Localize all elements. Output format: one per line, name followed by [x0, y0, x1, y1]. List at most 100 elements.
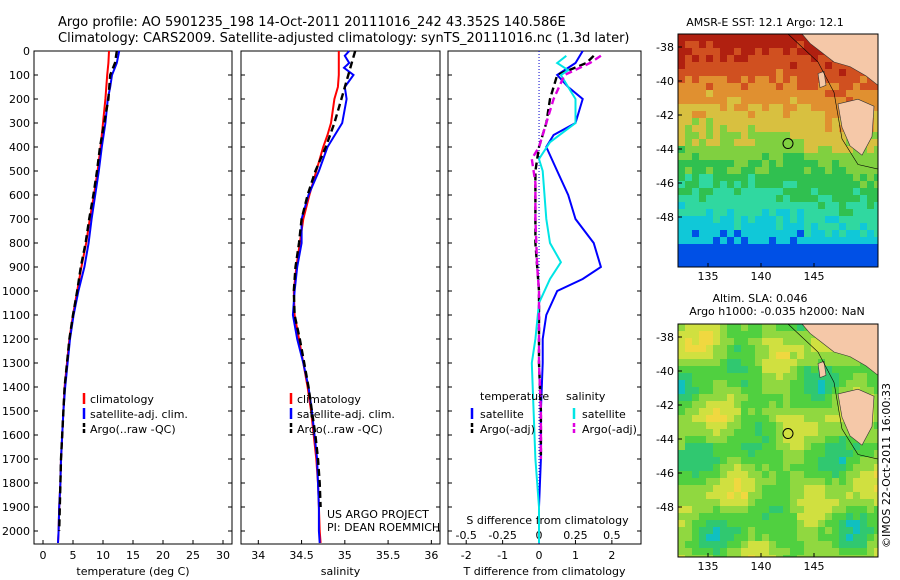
map-cell [713, 345, 720, 352]
map-cell [776, 104, 783, 111]
map-cell [706, 492, 713, 499]
map-cell [874, 387, 878, 394]
map-cell [755, 216, 762, 223]
map-cell [867, 485, 874, 492]
map-cell [769, 331, 776, 338]
map-cell [734, 366, 741, 373]
map-cell [818, 520, 825, 527]
map-cell [832, 548, 839, 555]
map-cell [713, 209, 720, 216]
map-cell [790, 352, 797, 359]
map-cell [678, 338, 685, 345]
map-cell [755, 387, 762, 394]
map-cell [748, 265, 755, 267]
map-cell [797, 373, 804, 380]
y-tick-label: 400 [9, 141, 30, 154]
map-cell [874, 244, 878, 251]
map-cell [685, 251, 692, 258]
map-cell [797, 188, 804, 195]
map-cell [818, 471, 825, 478]
map-cell [797, 324, 804, 331]
map-cell [720, 492, 727, 499]
map-cell [727, 394, 734, 401]
map-cell [713, 324, 720, 331]
map-cell [783, 34, 790, 41]
map-cell [783, 534, 790, 541]
map-cell [790, 125, 797, 132]
map-cell [706, 174, 713, 181]
map-cell [769, 251, 776, 258]
map-cell [769, 387, 776, 394]
map-cell [811, 338, 818, 345]
map-cell [804, 55, 811, 62]
map-cell [692, 237, 699, 244]
map-cell [839, 464, 846, 471]
map-cell [685, 104, 692, 111]
map-cell [741, 118, 748, 125]
map-cell [734, 415, 741, 422]
x-axis-label: temperature (deg C) [76, 565, 189, 578]
map-cell [727, 534, 734, 541]
map-cell [818, 90, 825, 97]
map-cell [790, 76, 797, 83]
map-cell [748, 167, 755, 174]
map-cell [832, 450, 839, 457]
map-cell [713, 83, 720, 90]
map-cell [832, 408, 839, 415]
map-cell [699, 534, 706, 541]
map-cell [804, 216, 811, 223]
map-cell [762, 167, 769, 174]
map-cell [818, 237, 825, 244]
map-cell [678, 90, 685, 97]
map-cell [783, 258, 790, 265]
map-cell [713, 499, 720, 506]
map-cell [839, 443, 846, 450]
map-cell [762, 90, 769, 97]
map-cell [797, 146, 804, 153]
map-cell [818, 209, 825, 216]
map-cell [867, 230, 874, 237]
map-cell [678, 97, 685, 104]
legend-label: satellite [582, 408, 626, 421]
map-cell [818, 174, 825, 181]
map-cell [748, 41, 755, 48]
map-cell [797, 366, 804, 373]
map-cell [755, 244, 762, 251]
map-cell [860, 443, 867, 450]
map-cell [706, 167, 713, 174]
map-cell [790, 265, 797, 267]
map-cell [874, 548, 878, 555]
map-cell [846, 499, 853, 506]
map-cell [755, 520, 762, 527]
map-cell [706, 499, 713, 506]
map-cell [734, 443, 741, 450]
map-cell [713, 41, 720, 48]
map-cell [748, 202, 755, 209]
map-cell [846, 520, 853, 527]
map-cell [874, 527, 878, 534]
map-cell [867, 244, 874, 251]
map-cell [790, 478, 797, 485]
map-cell [713, 443, 720, 450]
map-cell [706, 132, 713, 139]
x-tick-label: 34.5 [289, 549, 314, 562]
map-cell [692, 408, 699, 415]
map-cell [790, 541, 797, 548]
map-cell [860, 450, 867, 457]
map-cell [867, 97, 874, 104]
map-cell [685, 408, 692, 415]
map-cell [846, 359, 853, 366]
map-cell [797, 55, 804, 62]
x-tick-label: 25 [186, 549, 200, 562]
map-cell [713, 258, 720, 265]
map-cell [748, 415, 755, 422]
map-cell [818, 251, 825, 258]
map-cell [776, 111, 783, 118]
map-cell [769, 90, 776, 97]
map-cell [811, 541, 818, 548]
map-cell [678, 132, 685, 139]
map-cell [797, 111, 804, 118]
map-cell [811, 366, 818, 373]
map-cell [741, 366, 748, 373]
map-cell [741, 422, 748, 429]
